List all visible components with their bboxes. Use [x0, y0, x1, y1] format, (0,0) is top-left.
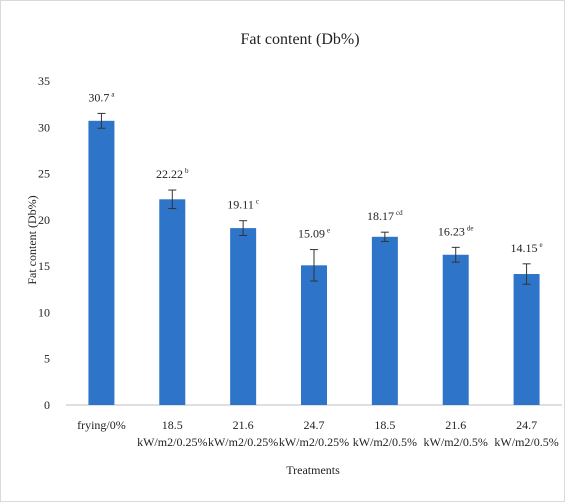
significance-letter: cd: [396, 209, 403, 217]
significance-letter: c: [256, 198, 259, 206]
data-label-value: 18.17: [367, 209, 394, 223]
y-tick-label: 30: [38, 120, 50, 134]
bar: [371, 236, 398, 405]
data-label: 22.22 b: [156, 167, 189, 181]
y-tick-label: 20: [38, 213, 50, 227]
bar: [301, 265, 327, 405]
y-tick-label: 35: [38, 74, 50, 88]
x-category-label: kW/m2/0.25%: [208, 435, 278, 449]
bar: [88, 120, 115, 405]
x-category-label: frying/0%: [77, 418, 126, 432]
y-axis-ticks: 0 5 10 15 20 25 30 35: [38, 74, 50, 412]
y-tick-label: 5: [44, 352, 50, 366]
chart-title: Fat content (Db%): [240, 31, 359, 48]
x-axis-categories: frying/0% 18.5 kW/m2/0.25% 21.6 kW/m2/0.25% 2…: [77, 418, 559, 449]
x-category-label: 21.6: [233, 418, 254, 432]
x-category-label: kW/m2/0.5%: [494, 435, 558, 449]
y-tick-label: 0: [44, 398, 50, 412]
significance-letter: e: [540, 241, 543, 249]
data-label: 16.23 de: [438, 224, 474, 238]
data-label-value: 14.15: [511, 241, 538, 255]
bar: [230, 228, 257, 405]
significance-letter: b: [185, 167, 189, 175]
x-category-label: 24.7: [304, 418, 325, 432]
x-category-label: 18.5: [162, 418, 183, 432]
y-tick-label: 10: [38, 305, 50, 319]
data-label-value: 15.09: [298, 227, 325, 241]
x-axis-label: Treatments: [286, 463, 340, 477]
significance-letter: e: [327, 227, 330, 235]
data-label: 19.11 c: [227, 198, 259, 212]
x-category-label: 24.7: [516, 418, 537, 432]
data-label-value: 16.23: [438, 224, 465, 238]
x-category-label: kW/m2/0.5%: [353, 435, 417, 449]
bar: [513, 274, 540, 405]
data-label-value: 19.11: [227, 198, 254, 212]
data-label: 14.15 e: [511, 241, 543, 255]
x-category-label: 21.6: [445, 418, 466, 432]
y-tick-label: 15: [38, 259, 50, 273]
x-category-label: kW/m2/0.5%: [424, 435, 488, 449]
y-tick-label: 25: [38, 167, 50, 181]
data-label-value: 22.22: [156, 167, 183, 181]
x-category-label: kW/m2/0.25%: [279, 435, 349, 449]
data-label-value: 30.7: [88, 90, 109, 104]
bar: [159, 199, 186, 405]
significance-letter: a: [111, 90, 115, 98]
data-label: 30.7 a: [88, 90, 115, 104]
x-category-label: 18.5: [374, 418, 395, 432]
data-label: 15.09 e: [298, 227, 330, 241]
significance-letter: de: [467, 224, 474, 232]
data-label: 18.17 cd: [367, 209, 403, 223]
bar: [442, 254, 469, 405]
y-axis-label: Fat content (Db%): [25, 195, 39, 284]
x-category-label: kW/m2/0.25%: [137, 435, 207, 449]
